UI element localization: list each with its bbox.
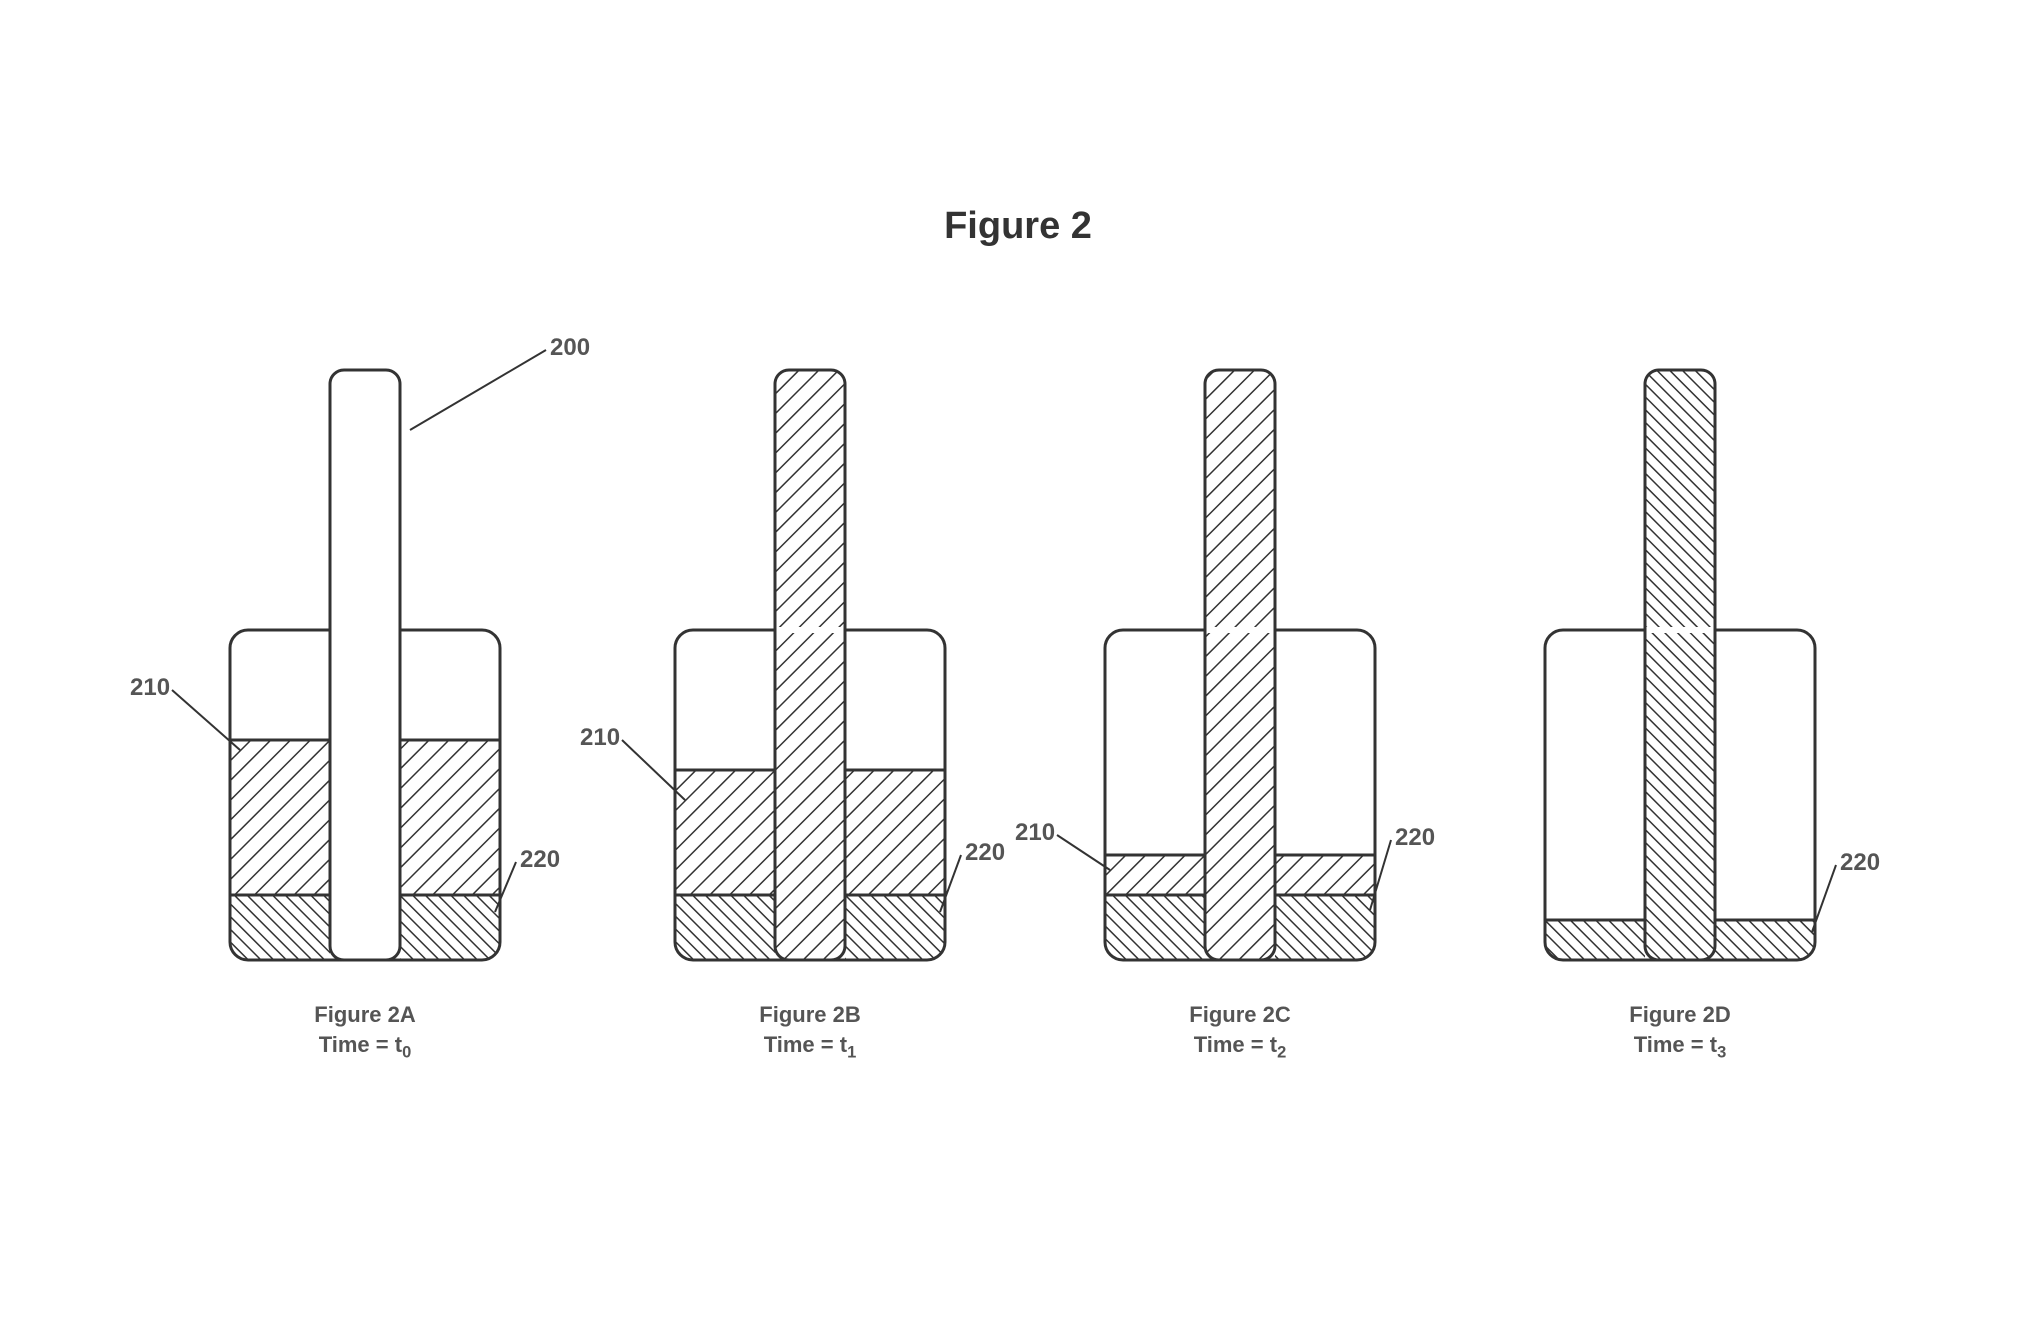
caption-fig-label: Figure 2A bbox=[255, 1000, 475, 1030]
callout-220: 220 bbox=[965, 839, 1005, 867]
callout-210: 210 bbox=[130, 674, 170, 702]
caption-panel-A: Figure 2ATime = t0 bbox=[255, 1000, 475, 1063]
callout-210: 210 bbox=[1015, 819, 1055, 847]
caption-time-label: Time = t3 bbox=[1570, 1030, 1790, 1064]
panel-C bbox=[1057, 370, 1391, 960]
caption-fig-label: Figure 2C bbox=[1130, 1000, 1350, 1030]
panel-A bbox=[172, 350, 546, 960]
caption-panel-C: Figure 2CTime = t2 bbox=[1130, 1000, 1350, 1063]
callout-210: 210 bbox=[580, 724, 620, 752]
caption-time-label: Time = t0 bbox=[255, 1030, 475, 1064]
caption-time-label: Time = t2 bbox=[1130, 1030, 1350, 1064]
panel-D bbox=[1545, 370, 1836, 960]
panel-B bbox=[622, 370, 961, 960]
caption-fig-label: Figure 2D bbox=[1570, 1000, 1790, 1030]
callout-220: 220 bbox=[1395, 824, 1435, 852]
caption-panel-B: Figure 2BTime = t1 bbox=[700, 1000, 920, 1063]
callout-220: 220 bbox=[520, 846, 560, 874]
callout-200: 200 bbox=[550, 334, 590, 362]
caption-panel-D: Figure 2DTime = t3 bbox=[1570, 1000, 1790, 1063]
figure-svg bbox=[0, 0, 2036, 1328]
callout-220: 220 bbox=[1840, 849, 1880, 877]
caption-fig-label: Figure 2B bbox=[700, 1000, 920, 1030]
caption-time-label: Time = t1 bbox=[700, 1030, 920, 1064]
